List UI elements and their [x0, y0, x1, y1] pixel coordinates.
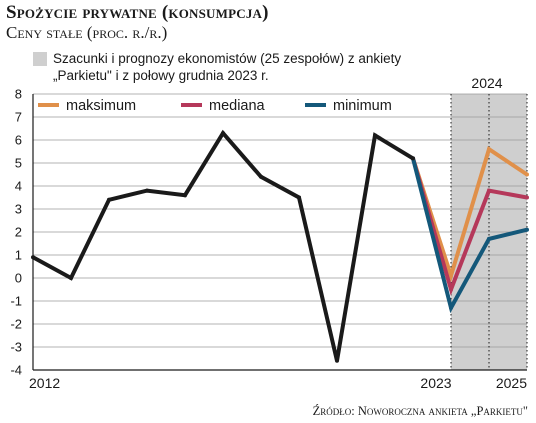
- data-point-history: [69, 276, 73, 280]
- y-tick-label: 1: [15, 248, 22, 263]
- chart-title: Spożycie prywatne (konsumpcja): [6, 2, 269, 23]
- forecast-shading-swatch: [33, 52, 47, 66]
- y-tick-label: 2: [15, 225, 22, 240]
- y-tick-label: 0: [15, 271, 22, 286]
- y-tick-label: -4: [10, 363, 22, 378]
- legend-label-minimum: minimum: [333, 98, 392, 114]
- source-note: Źródło: Noworoczna ankieta „Parkietu": [312, 404, 528, 418]
- data-point-history: [411, 156, 415, 161]
- y-tick-label: -1: [10, 294, 22, 309]
- data-point-history: [373, 133, 377, 138]
- series-line-minimum: [411, 157, 528, 314]
- data-point-minimum: [525, 227, 529, 232]
- data-point-maksimum: [487, 147, 491, 152]
- y-tick-label: 6: [15, 133, 22, 148]
- y-tick-label: 7: [15, 110, 22, 125]
- x-tick-label: 2023: [420, 375, 451, 391]
- data-point-mediana: [525, 195, 529, 200]
- y-tick-label: 4: [15, 179, 22, 194]
- forecast-year-label: 2024: [471, 75, 502, 91]
- data-point-history: [107, 197, 111, 202]
- x-tick-label: 2012: [29, 375, 60, 391]
- y-tick-label: -2: [10, 317, 22, 332]
- data-point-minimum: [449, 305, 453, 310]
- series-line-mediana: [411, 157, 528, 296]
- data-point-history: [259, 174, 263, 179]
- data-point-history: [221, 131, 225, 136]
- data-point-minimum: [487, 236, 491, 241]
- series-line-history: [32, 129, 415, 362]
- y-tick-label: 3: [15, 202, 22, 217]
- data-point-history: [297, 195, 301, 200]
- y-tick-label: 5: [15, 156, 22, 171]
- y-tick-label: 8: [15, 87, 22, 102]
- data-point-history: [183, 193, 187, 198]
- data-point-mediana: [487, 188, 491, 193]
- x-tick-label: 2025: [496, 375, 527, 391]
- legend-label-mediana: mediana: [209, 98, 266, 114]
- legend-label-maksimum: maksimum: [66, 98, 136, 114]
- data-point-maksimum: [449, 273, 453, 278]
- data-point-mediana: [449, 287, 453, 292]
- y-tick-label: -3: [10, 340, 22, 355]
- data-point-history: [145, 188, 149, 193]
- forecast-note: Szacunki i prognozy ekonomistów (25 zesp…: [53, 51, 402, 83]
- data-point-history: [31, 255, 35, 260]
- chart-subtitle: Ceny stałe (proc. r./r.): [6, 23, 168, 42]
- data-point-maksimum: [525, 172, 529, 177]
- data-point-history: [335, 358, 339, 363]
